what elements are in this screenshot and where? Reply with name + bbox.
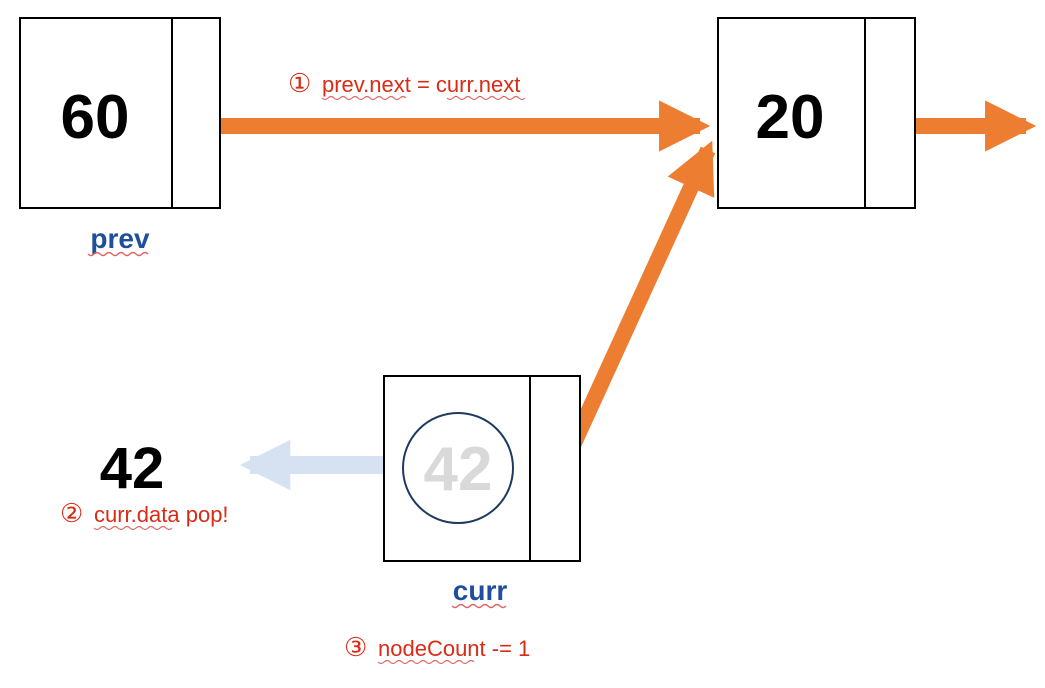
node-next: 20 (718, 18, 915, 208)
node-curr: 42 (384, 376, 580, 561)
label-prev: prev (88, 223, 150, 256)
node-prev-value: 60 (61, 83, 130, 152)
annotation-1-num: ① (288, 68, 311, 98)
label-prev-text: prev (90, 223, 150, 254)
node-prev: 60 (20, 18, 220, 208)
annotation-3-text: nodeCount -= 1 (378, 636, 530, 661)
node-next-value: 20 (756, 83, 825, 152)
annotation-2-num: ② (60, 498, 83, 528)
annotation-3-num: ③ (344, 632, 367, 662)
node-curr-value: 42 (424, 435, 493, 504)
annotation-2-text: curr.data pop! (94, 502, 229, 527)
popped-value: 42 (100, 436, 165, 501)
label-curr: curr (452, 575, 507, 608)
annotation-2: ② curr.data pop! (60, 498, 229, 530)
annotation-1: ① prev.next = curr.next (288, 68, 525, 100)
annotation-3: ③ nodeCount -= 1 (344, 632, 530, 664)
linked-list-diagram: 60 prev 20 42 curr 42 ① prev.next = curr… (0, 0, 1045, 688)
label-curr-text: curr (453, 575, 508, 606)
annotation-1-text: prev.next = curr.next (322, 72, 520, 97)
